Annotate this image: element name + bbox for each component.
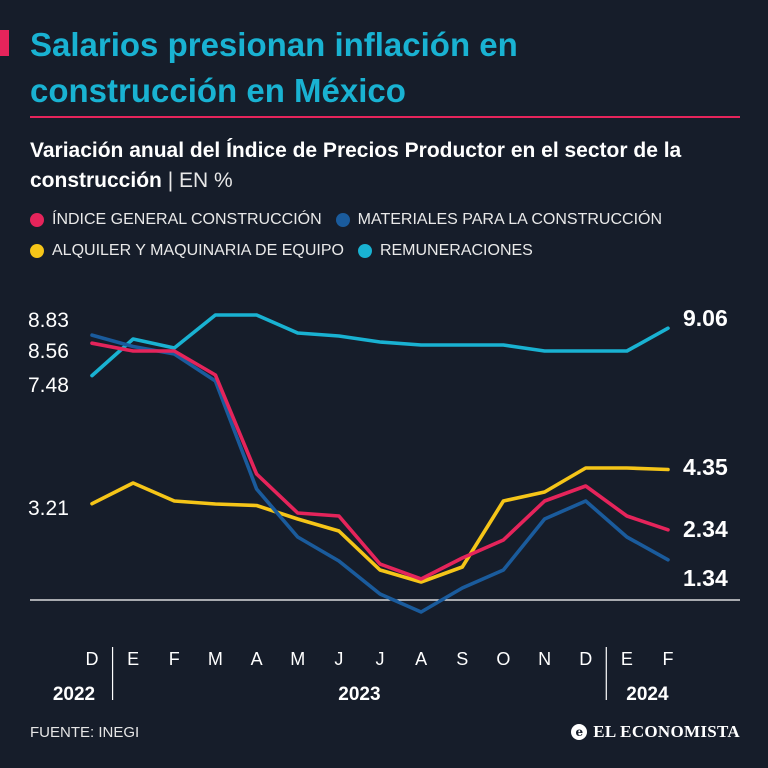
x-tick-label: D: [579, 649, 592, 669]
remuneraciones-dot-icon: [357, 243, 372, 258]
legend-row-2: ALQUILER Y MAQUINARIA DE EQUIPO REMUNERA…: [30, 235, 750, 266]
x-tick-label: J: [376, 649, 385, 669]
start-label-remuneraciones: 7.48: [28, 374, 69, 397]
x-tick-label: S: [456, 649, 468, 669]
x-tick-label: M: [290, 649, 305, 669]
series-line-materiales: [90, 333, 670, 614]
chart-legend: ÍNDICE GENERAL CONSTRUCCIÓN MATERIALES P…: [30, 204, 750, 266]
end-label-general: 2.34: [683, 516, 728, 542]
general-dot-icon: [30, 212, 44, 227]
legend-row-1: ÍNDICE GENERAL CONSTRUCCIÓN MATERIALES P…: [30, 204, 750, 235]
x-tick-label: O: [496, 649, 510, 669]
source-note: FUENTE: INEGI: [30, 724, 140, 741]
start-label-materiales: 8.83: [28, 309, 69, 332]
x-tick-label: N: [538, 649, 551, 669]
x-tick-label: A: [415, 649, 427, 669]
unit-label: | EN %: [167, 169, 233, 192]
title-line-1: Salarios presionan inflación en: [30, 26, 518, 63]
series-line-alquiler: [90, 466, 670, 584]
start-label-alquiler: 3.21: [28, 497, 69, 520]
x-tick-label: A: [251, 649, 263, 669]
subtitle-text: Variación anual del Índice de Precios Pr…: [30, 139, 682, 192]
title-line-2: construcción en México: [30, 72, 406, 109]
series-line-remuneraciones: [90, 313, 670, 378]
year-label-2024: 2024: [626, 684, 669, 705]
legend-item-alquiler: ALQUILER Y MAQUINARIA DE EQUIPO: [30, 242, 344, 260]
legend-item-remuneraciones: REMUNERACIONES: [357, 241, 533, 260]
x-tick-label: D: [86, 649, 99, 669]
brand-mark-icon: e: [571, 724, 588, 740]
year-label-2022: 2022: [53, 684, 95, 705]
x-tick-label: E: [621, 649, 633, 669]
end-label-alquiler: 4.35: [683, 454, 728, 480]
legend-item-general: ÍNDICE GENERAL CONSTRUCCIÓN: [30, 211, 322, 229]
year-label-2023: 2023: [338, 684, 380, 705]
legend-label-materiales: MATERIALES PARA LA CONSTRUCCIÓN: [357, 210, 663, 228]
title-divider: [30, 116, 740, 118]
x-tick-label: F: [169, 649, 180, 669]
series-line-general: [90, 341, 670, 581]
alquiler-dot-icon: [30, 243, 44, 258]
legend-label-remuneraciones: REMUNERACIONES: [379, 241, 533, 259]
end-label-materiales: 1.34: [683, 565, 728, 591]
legend-label-general: ÍNDICE GENERAL CONSTRUCCIÓN: [52, 210, 322, 228]
legend-label-alquiler: ALQUILER Y MAQUINARIA DE EQUIPO: [52, 241, 344, 259]
legend-item-materiales: MATERIALES PARA LA CONSTRUCCIÓN: [335, 210, 663, 229]
brand-logo: e EL ECONOMISTA: [571, 722, 740, 742]
materiales-dot-icon: [335, 212, 350, 227]
x-tick-label: F: [663, 649, 674, 669]
page-title: Salarios presionan inflación en construc…: [30, 22, 750, 114]
x-tick-label: M: [208, 649, 223, 669]
start-label-general: 8.56: [28, 340, 69, 363]
chart-subtitle: Variación anual del Índice de Precios Pr…: [30, 136, 750, 196]
brand-name: EL ECONOMISTA: [593, 722, 740, 741]
x-tick-label: J: [334, 649, 343, 669]
x-tick-label: E: [127, 649, 139, 669]
title-accent-bar: [0, 30, 9, 56]
end-label-remuneraciones: 9.06: [683, 305, 728, 331]
